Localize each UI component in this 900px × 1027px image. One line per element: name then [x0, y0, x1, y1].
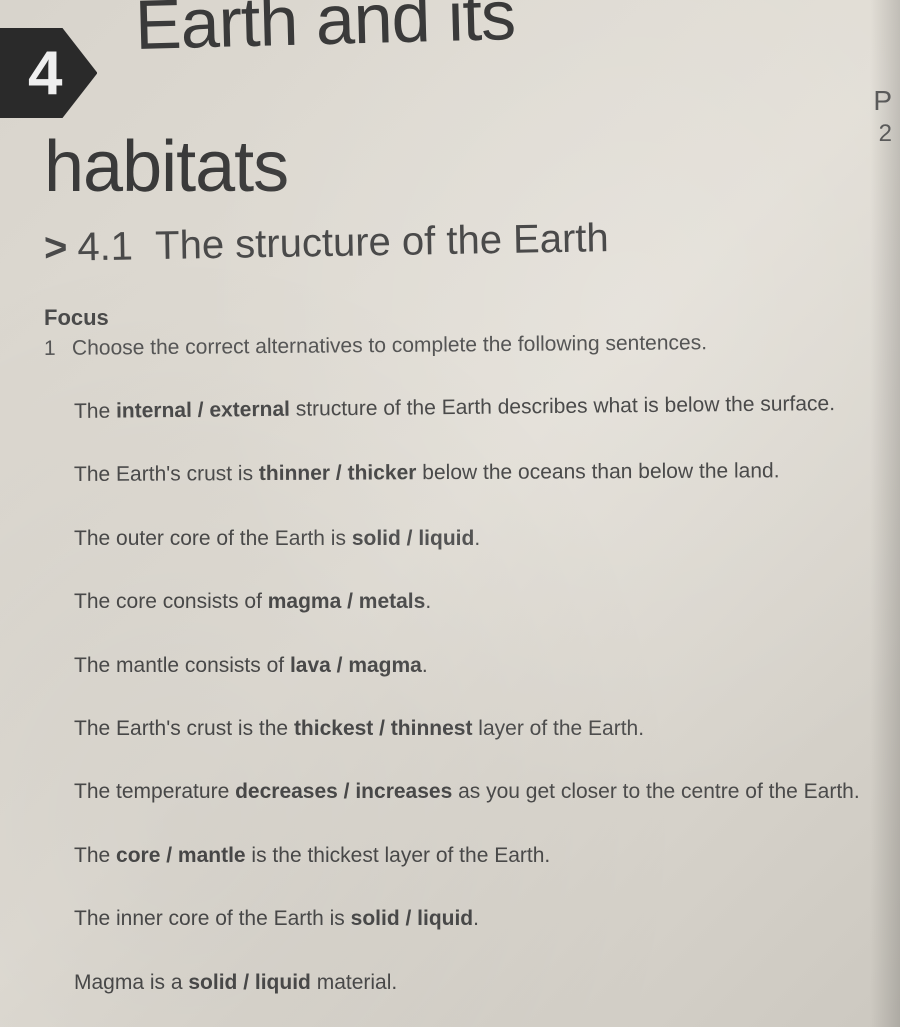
section-title: The structure of the Earth [155, 216, 609, 268]
chapter-title-line1: Earth and its [134, 0, 516, 65]
sentence-pre: The Earth's crust is the [74, 717, 294, 740]
sentence-post: is the thickest layer of the Earth. [246, 844, 551, 867]
sentence-pre: The [74, 844, 116, 867]
sentence-bold: lava / magma [290, 654, 422, 677]
sentence: The Earth's crust is the thickest / thin… [74, 714, 900, 743]
chapter-badge: 4 [0, 28, 97, 118]
sentence-bold: core / mantle [116, 844, 246, 867]
sentence-pre: The outer core of the Earth is [74, 527, 352, 550]
sentence: The mantle consists of lava / magma. [74, 651, 900, 680]
section-number: 4.1 [77, 224, 133, 269]
question-instruction: 1Choose the correct alternatives to comp… [44, 330, 900, 361]
focus-label: Focus [44, 305, 900, 331]
question-number: 1 [44, 337, 72, 361]
sentence: The temperature decreases / increases as… [74, 777, 900, 806]
margin-number: 2 [879, 120, 892, 148]
margin-letter: P [873, 85, 892, 117]
chevron-icon: > [44, 226, 68, 270]
sentence-bold: solid / liquid [352, 527, 475, 550]
sentences-container: The internal / external structure of the… [74, 397, 900, 997]
sentence-post: layer of the Earth. [472, 717, 644, 740]
sentence: The Earth's crust is thinner / thicker b… [74, 456, 900, 490]
sentence-post: . [474, 527, 480, 550]
section-heading: >4.1 The structure of the Earth [44, 211, 900, 271]
sentence-post: structure of the Earth describes what is… [290, 392, 835, 421]
sentence-bold: thickest / thinnest [294, 717, 473, 740]
sentence-bold: solid / liquid [188, 971, 311, 994]
sentence: Magma is a solid / liquid material. [74, 968, 900, 997]
sentence-pre: The temperature [74, 780, 235, 803]
chapter-number: 4 [28, 38, 62, 109]
instruction-text: Choose the correct alternatives to compl… [72, 331, 707, 360]
chapter-title-line2: habitats [44, 126, 900, 208]
sentence: The inner core of the Earth is solid / l… [74, 904, 900, 933]
sentence-pre: The Earth's crust is [74, 462, 259, 486]
sentence-pre: The inner core of the Earth is [74, 907, 351, 930]
sentence-bold: internal / external [116, 398, 290, 423]
sentence-bold: magma / metals [268, 590, 426, 613]
sentence-pre: The [74, 400, 116, 423]
sentence-post: below the oceans than below the land. [416, 460, 779, 485]
sentence-pre: The core consists of [74, 590, 268, 613]
sentence-bold: solid / liquid [351, 907, 474, 930]
sentence-bold: thinner / thicker [259, 462, 417, 486]
sentence-pre: The mantle consists of [74, 654, 290, 677]
sentence: The outer core of the Earth is solid / l… [74, 524, 900, 553]
sentence-post: . [425, 590, 431, 613]
sentence: The internal / external structure of the… [74, 388, 900, 426]
page-fold-shadow [870, 0, 900, 1027]
sentence-bold: decreases / increases [235, 780, 452, 803]
sentence-post: material. [311, 971, 397, 994]
sentence-post: . [422, 654, 428, 677]
sentence-post: . [473, 907, 479, 930]
sentence: The core / mantle is the thickest layer … [74, 841, 900, 870]
chapter-header: 4 Earth and its [0, 0, 900, 118]
sentence-post: as you get closer to the centre of the E… [452, 780, 859, 803]
sentence-pre: Magma is a [74, 971, 188, 994]
sentence: The core consists of magma / metals. [74, 587, 900, 616]
